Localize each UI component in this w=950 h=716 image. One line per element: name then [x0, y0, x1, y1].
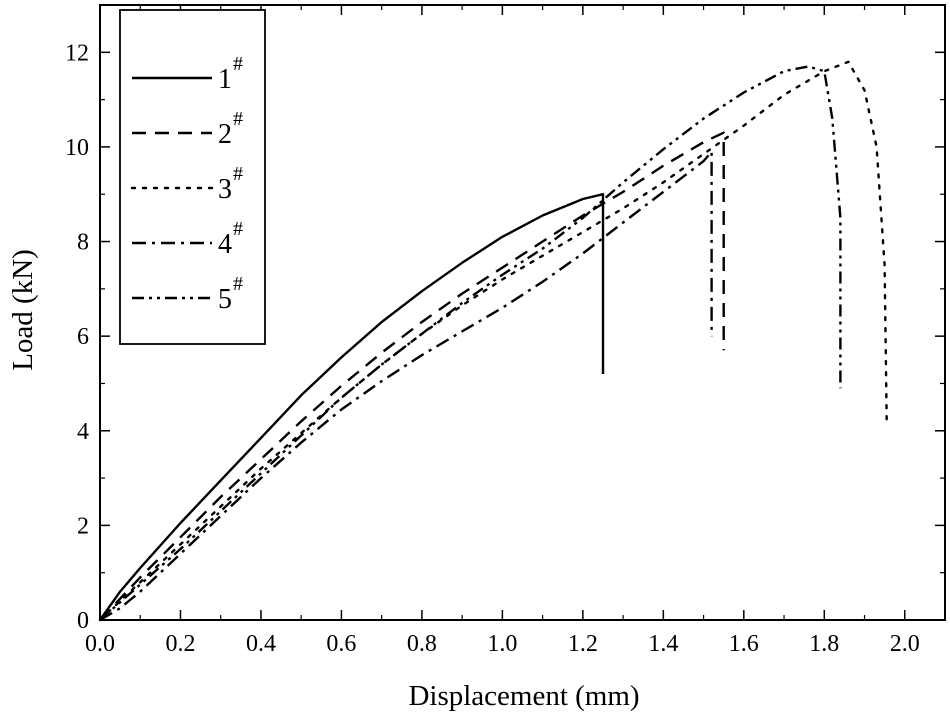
x-tick-label: 0.0 — [85, 631, 115, 657]
y-tick-label: 2 — [77, 513, 89, 539]
legend-box — [119, 9, 266, 345]
series-line-3 — [98, 60, 888, 622]
series-line-4 — [99, 150, 713, 622]
y-tick-label: 6 — [77, 324, 89, 350]
legend-label-1: 1 — [218, 64, 232, 95]
legend-superscript-5: # — [233, 273, 243, 295]
x-tick-label: 1.0 — [487, 631, 517, 657]
x-tick-label: 0.4 — [246, 631, 276, 657]
x-tick-label: 2.0 — [890, 631, 920, 657]
y-tick-label: 4 — [77, 419, 89, 445]
x-tick-label: 1.2 — [568, 631, 598, 657]
y-tick-label: 12 — [65, 40, 89, 66]
legend-label-5: 5 — [218, 284, 232, 315]
y-tick-label: 0 — [77, 608, 89, 634]
legend-superscript-2: # — [233, 108, 243, 130]
y-axis-title: Load (kN) — [7, 249, 39, 371]
legend-label-3: 3 — [218, 174, 232, 205]
series-line-5 — [99, 65, 842, 621]
series-line-1 — [99, 192, 605, 621]
series-line-2 — [99, 131, 725, 621]
legend-superscript-1: # — [233, 53, 243, 75]
x-tick-label: 1.6 — [729, 631, 759, 657]
plot-frame — [99, 4, 946, 621]
legend-label-2: 2 — [218, 119, 232, 150]
x-axis-title: Displacement (mm) — [408, 680, 639, 712]
x-tick-label: 0.8 — [407, 631, 437, 657]
y-tick-label: 8 — [77, 230, 89, 256]
x-tick-label: 1.4 — [648, 631, 678, 657]
x-tick-label: 0.6 — [326, 631, 356, 657]
legend-superscript-4: # — [233, 218, 243, 240]
y-tick-label: 10 — [65, 135, 89, 161]
legend-superscript-3: # — [233, 163, 243, 185]
x-tick-label: 1.8 — [809, 631, 839, 657]
legend-label-4: 4 — [218, 229, 232, 260]
x-tick-label: 0.2 — [165, 631, 195, 657]
